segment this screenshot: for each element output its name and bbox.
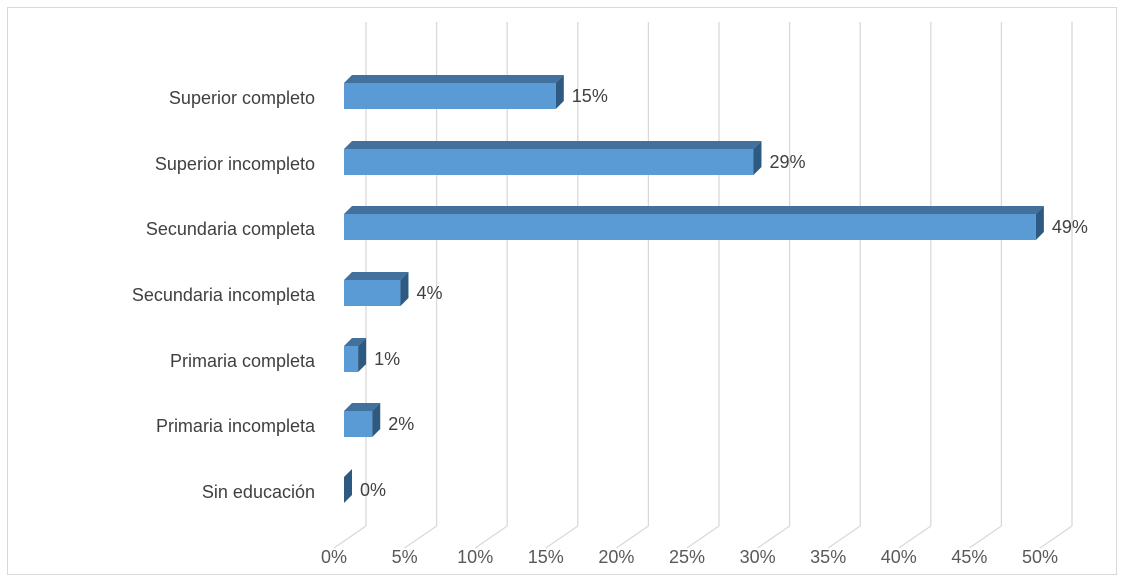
category-label-secundaria-incompleta: Secundaria incompleta [132, 285, 316, 305]
gridline-floor-50 [1039, 525, 1073, 549]
gridline-floor-25 [686, 525, 720, 549]
gridline-floor-35 [827, 525, 861, 549]
bar-side-primaria-incompleta [372, 403, 381, 437]
bar-front-secundaria-completa [344, 214, 1036, 240]
gridline-floor-40 [898, 525, 932, 549]
bar-top-superior-incompleto [344, 141, 762, 149]
bar-side-primaria-completa [358, 338, 367, 372]
bar-top-secundaria-incompleta [344, 272, 409, 280]
bar-side-secundaria-incompleta [400, 272, 409, 306]
category-label-secundaria-completa: Secundaria completa [146, 219, 316, 239]
bar-top-superior-completo [344, 75, 564, 83]
x-tick-label-5: 5% [392, 547, 418, 567]
bar-top-primaria-completa [344, 338, 367, 346]
x-tick-label-10: 10% [457, 547, 493, 567]
bars [344, 75, 1044, 503]
x-tick-label-15: 15% [528, 547, 564, 567]
category-label-sin-educacion: Sin educación [202, 482, 315, 502]
bar-front-primaria-completa [344, 346, 359, 372]
bar-primaria-completa [344, 338, 367, 372]
gridline-floor-30 [757, 525, 790, 549]
bar-side-secundaria-completa [1035, 206, 1044, 240]
bar-front-superior-incompleto [344, 149, 754, 175]
x-tick-label-25: 25% [669, 547, 705, 567]
data-labels: 15% 29% 49% 4% 1% 2% 0% [360, 86, 1088, 500]
bar-secundaria-completa [344, 206, 1044, 240]
data-label-secundaria-completa: 49% [1052, 217, 1088, 237]
x-tick-label-35: 35% [810, 547, 846, 567]
bar-sin-educacion [344, 469, 352, 503]
data-label-sin-educacion: 0% [360, 480, 386, 500]
bar-side-superior-completo [555, 75, 564, 109]
bar-front-primaria-incompleta [344, 411, 373, 437]
x-axis-tick-labels: 0% 5% 10% 15% 20% 25% 30% 35% 40% 45% 50% [321, 547, 1058, 567]
bar-primaria-incompleta [344, 403, 381, 437]
bar-superior-incompleto [344, 141, 762, 175]
x-tick-label-40: 40% [881, 547, 917, 567]
bar-superior-completo [344, 75, 564, 109]
bar-secundaria-incompleta [344, 272, 409, 306]
data-label-superior-completo: 15% [572, 86, 608, 106]
data-label-superior-incompleto: 29% [769, 152, 805, 172]
bar-top-primaria-incompleta [344, 403, 381, 411]
gridline-floor-10 [474, 525, 508, 549]
x-tick-label-30: 30% [740, 547, 776, 567]
bar-top-secundaria-completa [344, 206, 1044, 214]
data-label-primaria-completa: 1% [374, 349, 400, 369]
category-label-superior-completo: Superior completo [169, 88, 315, 108]
gridline-floor-5 [404, 525, 437, 549]
gridline-floor-0 [333, 525, 367, 549]
gridline-floor-45 [969, 525, 1002, 549]
x-tick-label-0: 0% [321, 547, 347, 567]
bar-front-superior-completo [344, 83, 556, 109]
category-label-primaria-completa: Primaria completa [170, 351, 316, 371]
bar-side-sin-educacion [344, 469, 352, 503]
gridline-floor-20 [616, 525, 649, 549]
x-tick-label-45: 45% [951, 547, 987, 567]
x-tick-label-20: 20% [598, 547, 634, 567]
category-label-superior-incompleto: Superior incompleto [155, 154, 315, 174]
x-tick-label-50: 50% [1022, 547, 1058, 567]
data-label-primaria-incompleta: 2% [388, 414, 414, 434]
bar-side-superior-incompleto [753, 141, 762, 175]
data-label-secundaria-incompleta: 4% [416, 283, 442, 303]
category-label-primaria-incompleta: Primaria incompleta [156, 416, 316, 436]
gridline-floor-15 [545, 525, 579, 549]
bar-front-secundaria-incompleta [344, 280, 401, 306]
category-labels: Superior completo Superior incompleto Secu… [132, 88, 316, 502]
